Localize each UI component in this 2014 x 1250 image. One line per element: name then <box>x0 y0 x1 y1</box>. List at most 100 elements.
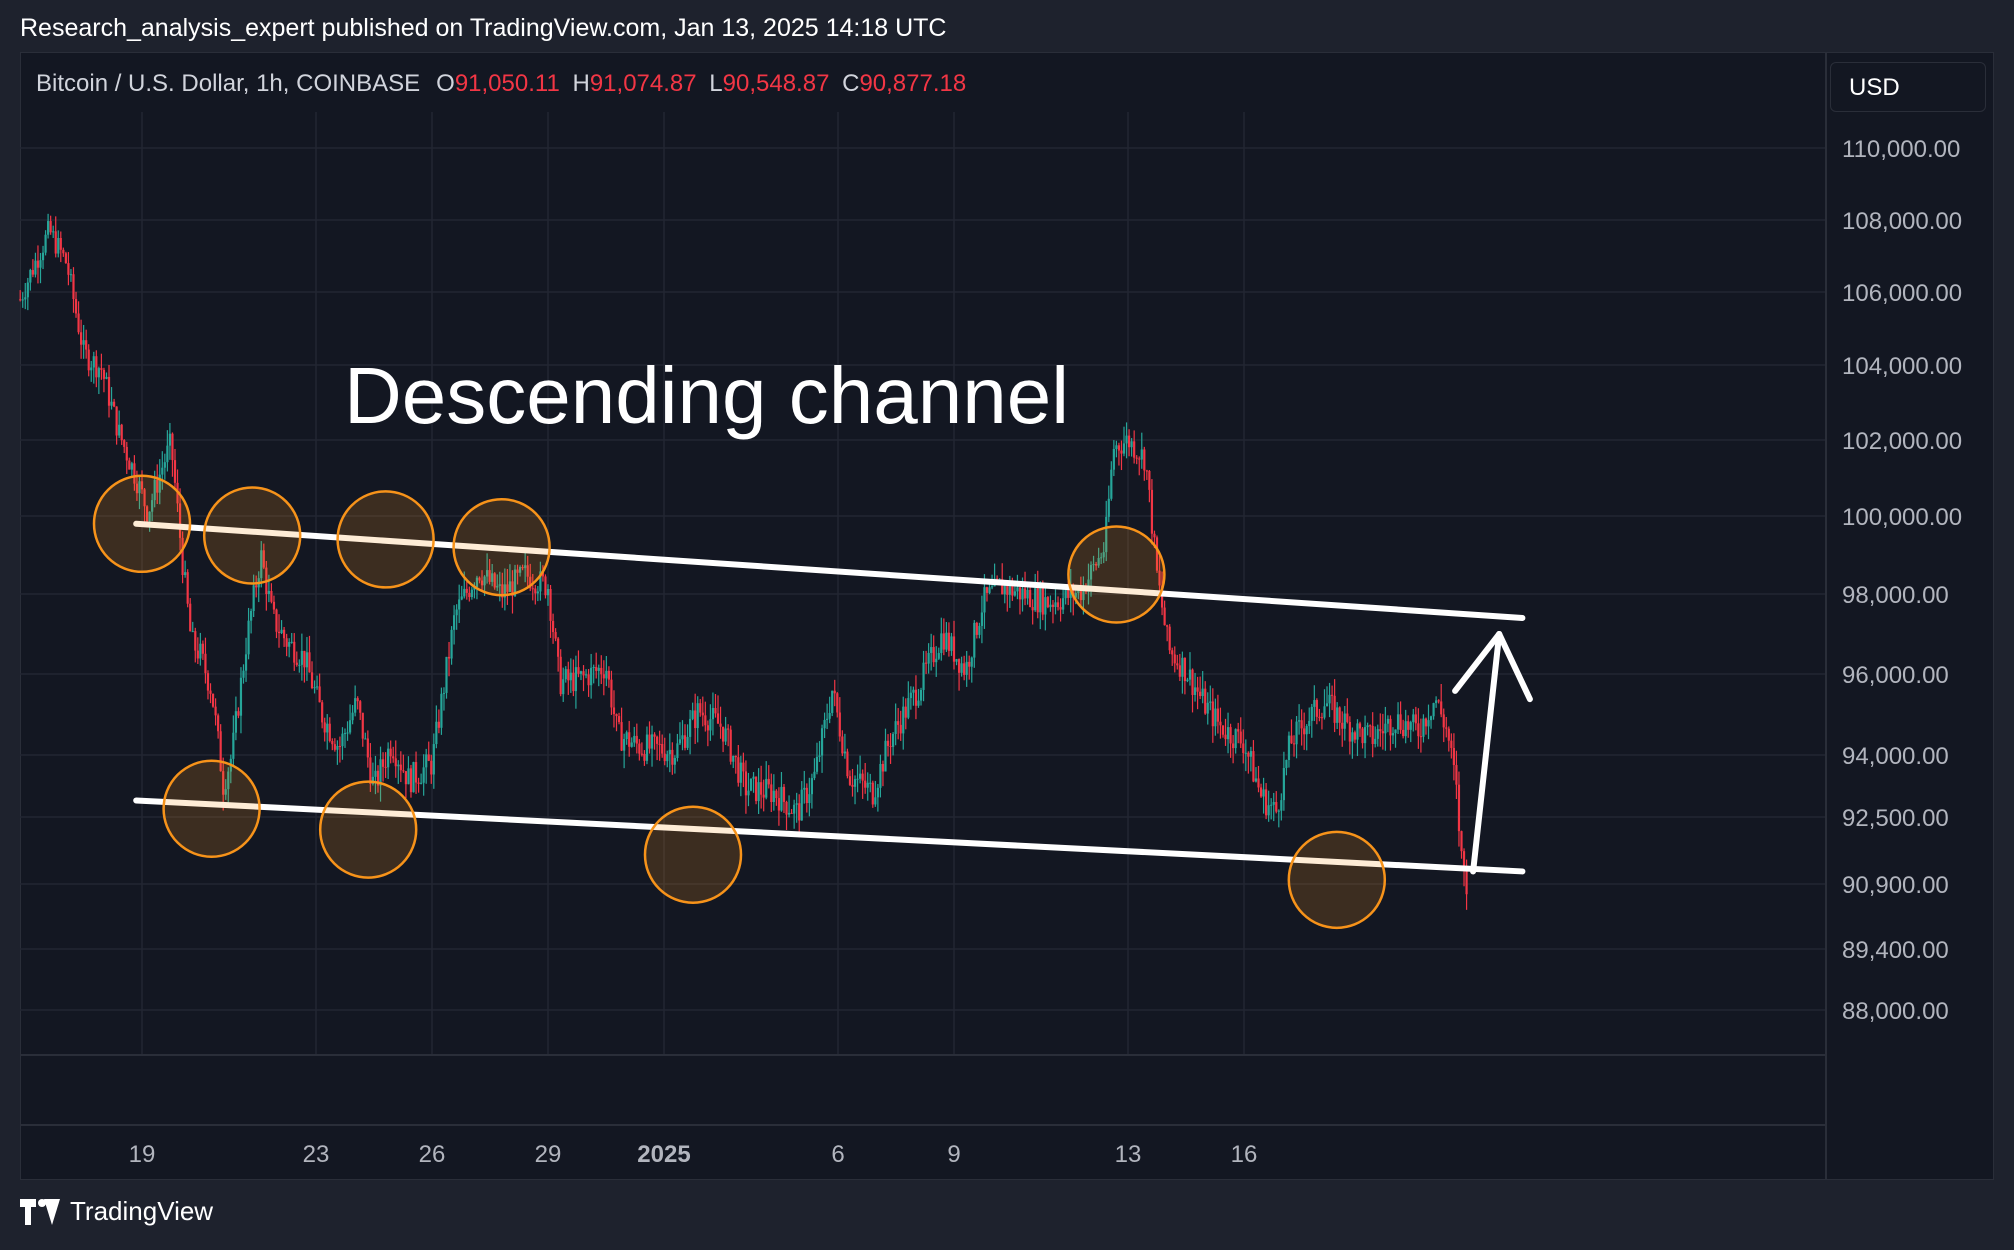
candle-body <box>191 631 194 633</box>
candle-body <box>163 462 166 468</box>
candle-body <box>615 714 618 717</box>
candle-body <box>1201 688 1204 697</box>
candle-body <box>1432 703 1435 717</box>
open-key: O <box>436 70 455 97</box>
candle-body <box>777 798 781 811</box>
candle-body <box>486 570 489 577</box>
candle-body <box>562 679 565 695</box>
brand-name: TradingView <box>70 1196 214 1226</box>
candle-body <box>1239 731 1242 744</box>
candle-body <box>668 749 671 755</box>
currency-selector[interactable]: USD <box>1830 62 1986 112</box>
candle-body <box>1206 702 1209 714</box>
time-tick-label: 19 <box>129 1141 156 1168</box>
candle-body <box>1399 714 1402 730</box>
candle-body <box>549 588 552 621</box>
candle-body <box>815 756 819 772</box>
candle-body <box>805 787 808 804</box>
candle-body <box>620 722 623 751</box>
high-key: H <box>572 70 590 97</box>
candle-body <box>734 755 737 758</box>
candle-body <box>894 721 897 734</box>
candle-body <box>369 757 372 784</box>
candle-body <box>47 221 50 235</box>
symbol-name[interactable]: Bitcoin / U.S. Dollar, 1h, COINBASE <box>36 70 421 97</box>
candle-body <box>1026 589 1029 599</box>
candle-body <box>310 672 314 688</box>
candle-body <box>1082 586 1085 601</box>
candle-body <box>1031 607 1034 611</box>
touch-point-circle <box>1067 525 1166 624</box>
candle-body <box>678 739 682 744</box>
candle-body <box>521 567 524 569</box>
candle-body <box>450 629 453 659</box>
candle-body <box>1275 802 1278 812</box>
candle-body <box>696 703 699 729</box>
candle-body <box>338 746 342 748</box>
candle-body <box>610 679 613 708</box>
candle-body <box>983 587 986 613</box>
price-tick-label: 90,900.00 <box>1842 872 1949 899</box>
candle-body <box>498 584 501 586</box>
candle-body <box>156 479 159 493</box>
candle-body <box>1127 435 1131 448</box>
candle-body <box>1252 751 1255 782</box>
candle-body <box>978 625 981 635</box>
candle-body <box>737 757 740 783</box>
candle-body <box>1346 713 1349 722</box>
candle-body <box>1305 726 1308 735</box>
candle-body <box>1414 714 1417 724</box>
candle-body <box>1115 445 1118 450</box>
candle-body <box>592 667 595 669</box>
candle-body <box>77 313 80 333</box>
candle-body <box>356 698 359 702</box>
candle-body <box>1067 588 1070 598</box>
candle-body <box>361 712 364 739</box>
candle-body <box>1363 727 1367 744</box>
candle-body <box>74 299 78 314</box>
candle-body <box>260 550 263 579</box>
candle-body <box>323 722 326 733</box>
candle-body <box>762 794 765 798</box>
candle-body <box>186 572 189 604</box>
candle-body <box>107 376 111 406</box>
low-value: 90,548.87 <box>722 70 830 97</box>
candle-body <box>676 743 679 759</box>
candle-body <box>1234 729 1237 749</box>
candle-body <box>1257 778 1260 788</box>
candle-body <box>475 577 479 588</box>
candle-body <box>336 746 339 750</box>
candle-body <box>432 744 435 775</box>
candle-body <box>950 636 953 651</box>
candle-body <box>222 771 225 795</box>
candle-body <box>942 633 945 650</box>
candle-body <box>595 667 598 671</box>
candle-body <box>904 706 907 718</box>
candle-body <box>321 702 324 723</box>
candle-body <box>491 573 494 582</box>
candle-body <box>1232 743 1235 749</box>
candle-body <box>1333 695 1336 723</box>
candle-body <box>1155 537 1159 571</box>
close-value: 90,877.18 <box>859 70 967 97</box>
candle-body <box>19 299 22 301</box>
candle-body <box>892 733 895 747</box>
candle-body <box>650 734 654 749</box>
candle-body <box>780 786 783 811</box>
candle-body <box>29 270 32 283</box>
candle-body <box>985 587 989 593</box>
candle-body <box>539 571 542 592</box>
candle-body <box>864 780 867 788</box>
publish-info: Research_analysis_expert published on Tr… <box>20 14 947 42</box>
candle-body <box>326 723 329 733</box>
candle-body <box>1310 706 1313 721</box>
candle-body <box>488 570 491 582</box>
candle-body <box>1424 718 1428 727</box>
candle-body <box>407 768 410 785</box>
candle-body <box>716 713 720 724</box>
candle-body <box>963 663 966 675</box>
candle-body <box>1445 727 1448 729</box>
candle-body <box>1214 708 1217 727</box>
candle-body <box>80 332 83 345</box>
